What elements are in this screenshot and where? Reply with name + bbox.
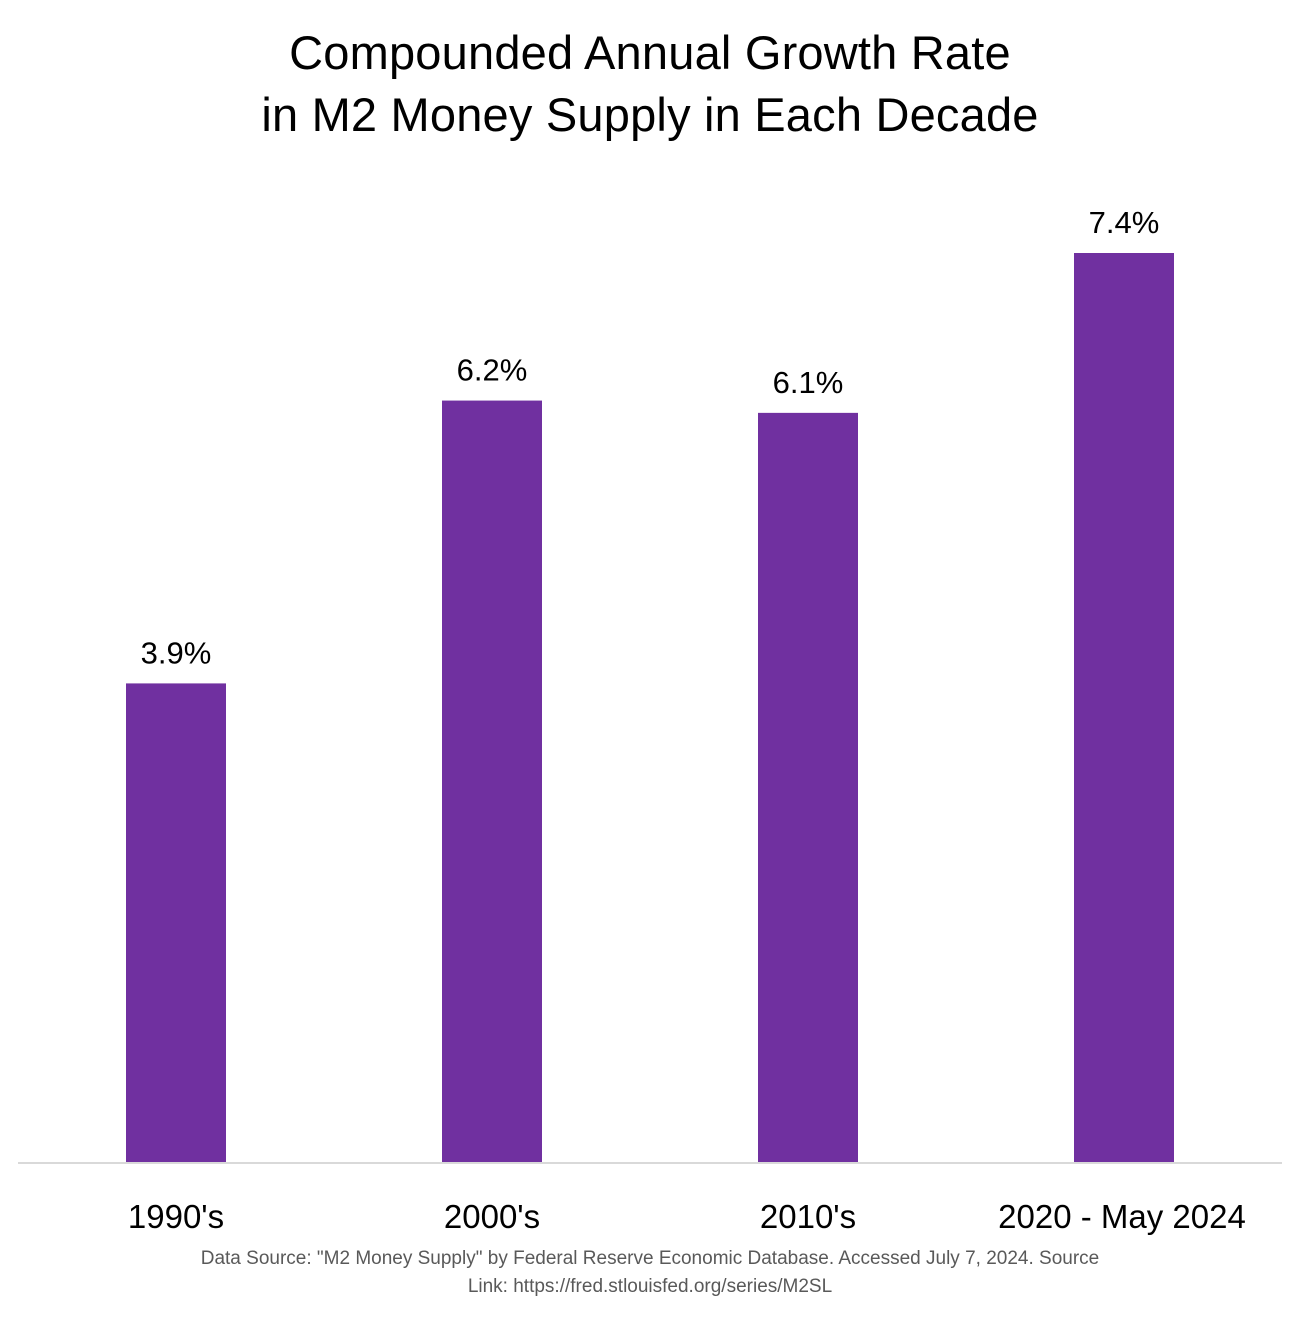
chart-title-line-1: Compounded Annual Growth Rate <box>289 26 1011 79</box>
chart-title: Compounded Annual Growth Rate in M2 Mone… <box>0 22 1300 146</box>
x-tick-label-4: 2020 - May 2024 <box>998 1198 1246 1235</box>
source-note-line-2: Link: https://fred.stlouisfed.org/series… <box>467 1276 833 1297</box>
x-tick-label-2: 2000's <box>444 1198 540 1235</box>
data-label-3: 6.1% <box>773 365 844 400</box>
bar-4 <box>1074 253 1174 1163</box>
x-tick-label-3: 2010's <box>760 1198 856 1235</box>
data-labels-group: 3.9% 6.2% 6.1% 7.4% <box>141 205 1160 670</box>
data-label-4: 7.4% <box>1089 205 1160 240</box>
chart-title-line-2: in M2 Money Supply in Each Decade <box>261 88 1039 141</box>
x-tick-label-1: 1990's <box>128 1198 224 1235</box>
bar-2 <box>442 400 542 1163</box>
bar-1 <box>126 683 226 1163</box>
source-note: Data Source: "M2 Money Supply" by Federa… <box>0 1245 1300 1301</box>
bar-3 <box>758 412 858 1163</box>
data-label-1: 3.9% <box>141 635 212 670</box>
source-note-line-1: Data Source: "M2 Money Supply" by Federa… <box>200 1248 1100 1269</box>
data-label-2: 6.2% <box>457 353 528 388</box>
bars-group <box>126 253 1174 1163</box>
x-tick-labels-group: 1990's 2000's 2010's 2020 - May 2024 <box>128 1198 1246 1235</box>
